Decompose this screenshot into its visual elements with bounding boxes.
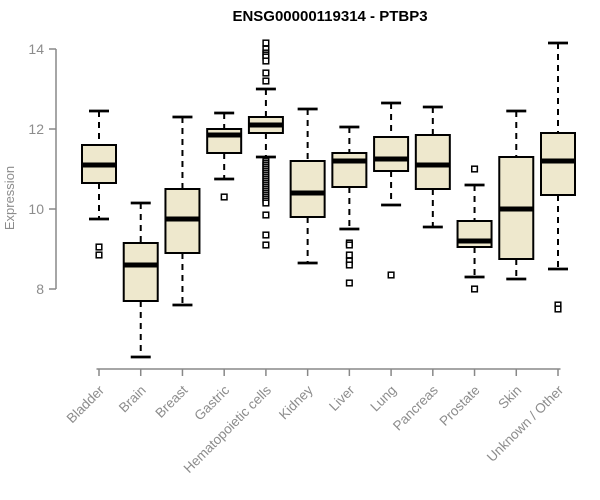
box-gastric: [206, 111, 243, 201]
iqr-box: [331, 152, 368, 188]
x-tick-label-pancreas: Pancreas: [390, 382, 441, 433]
box-brain: [122, 201, 159, 359]
outlier-point: [220, 193, 228, 201]
box-unknown-other: [540, 41, 576, 313]
chart-title: ENSG00000119314 - PTBP3: [232, 8, 427, 25]
x-tick-label-kidney: Kidney: [276, 382, 316, 422]
y-axis-label: Expression: [2, 166, 17, 230]
x-tick-label-skin: Skin: [495, 383, 524, 412]
box-kidney: [289, 107, 326, 265]
outlier-point: [262, 231, 270, 239]
x-tick-label-brain: Brain: [116, 383, 149, 416]
y-tick-label: 12: [28, 121, 44, 137]
outlier-point: [345, 241, 353, 249]
outlier-point: [262, 57, 270, 65]
x-tick-label-liver: Liver: [326, 382, 358, 414]
box-lung: [373, 101, 410, 279]
outlier-point: [387, 271, 395, 279]
x-tick-label-breast: Breast: [152, 382, 190, 420]
outlier-point: [95, 251, 103, 259]
x-tick-label-prostate: Prostate: [437, 383, 483, 429]
outlier-point: [95, 243, 103, 251]
outlier-point: [470, 285, 479, 293]
y-tick-label: 8: [36, 281, 44, 297]
outlier-point: [262, 39, 270, 47]
outlier-point: [470, 165, 479, 173]
box-bladder: [81, 109, 117, 259]
box-liver: [331, 125, 368, 287]
box-pancreas: [414, 105, 451, 229]
box-series: [81, 39, 576, 359]
outlier-point: [262, 69, 270, 77]
outlier-point: [345, 261, 353, 269]
box-skin: [498, 109, 535, 281]
iqr-box: [122, 242, 159, 302]
iqr-box: [540, 132, 576, 196]
outlier-point: [345, 279, 353, 287]
outlier-point: [345, 251, 353, 259]
outlier-point: [262, 77, 270, 85]
y-tick-label: 10: [28, 201, 44, 217]
outlier-point: [262, 211, 270, 219]
outlier-point: [262, 199, 270, 207]
box-breast: [164, 115, 201, 307]
iqr-box: [414, 134, 451, 190]
box-prostate: [456, 165, 493, 293]
x-tick-label-bladder: Bladder: [64, 382, 108, 426]
box-hematopoietic-cells: [247, 39, 284, 249]
iqr-box: [373, 136, 410, 172]
x-tick-label-unknown-other: Unknown / Other: [484, 382, 567, 465]
iqr-box: [289, 160, 326, 218]
y-tick-label: 14: [28, 41, 44, 57]
x-tick-label-gastric: Gastric: [191, 382, 232, 423]
outlier-point: [554, 305, 562, 313]
x-tick-label-lung: Lung: [367, 383, 399, 415]
outlier-point: [262, 241, 270, 249]
